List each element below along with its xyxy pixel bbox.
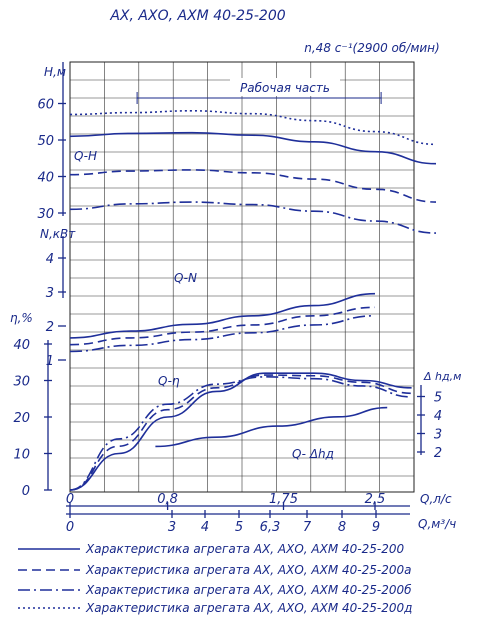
n-tick-label: 2 xyxy=(46,320,54,335)
q-m3h-tick-label: 7 xyxy=(303,520,312,535)
dh-tick-label: 2 xyxy=(434,446,442,461)
legend-label: Характеристика агрегата АХ, АХО, АХМ 40-… xyxy=(85,563,411,577)
q-m3h-tick-label: 3 xyxy=(168,520,176,535)
qeta-curve-dashdot xyxy=(69,376,412,491)
legend-label: Характеристика агрегата АХ, АХО, АХМ 40-… xyxy=(85,583,412,597)
q-m3h-tick-label: 4 xyxy=(201,520,209,535)
h-tick-label: 50 xyxy=(37,134,54,149)
h-axis-label: H,м xyxy=(44,65,66,79)
working-part-label: Рабочая часть xyxy=(240,81,330,95)
legend-label: Характеристика агрегата АХ, АХО, АХМ 40-… xyxy=(85,542,404,556)
chart-subtitle: n,48 c⁻¹(2900 об/мин) xyxy=(304,41,439,55)
qh-curve-solid xyxy=(69,131,437,165)
qh-curve-dotted xyxy=(69,109,437,146)
plot-frame xyxy=(69,61,415,493)
qn-curve-dashed xyxy=(69,306,376,346)
dh-axis-label: Δ hд,м xyxy=(423,370,461,383)
qeta-curve-solid xyxy=(69,372,412,491)
curve-label: Q- Δhд xyxy=(292,447,334,461)
eta-tick-label: 0 xyxy=(22,484,30,499)
q-m3h-axis-label: Q,м³/ч xyxy=(418,517,456,531)
q-ls-tick-label: 0 xyxy=(66,492,74,507)
legend-label: Характеристика агрегата АХ, АХО, АХМ 40-… xyxy=(85,601,412,615)
curve-label: Q-H xyxy=(74,149,97,163)
n-axis-label: N,кВт xyxy=(40,227,76,241)
h-tick-label: 60 xyxy=(37,98,54,113)
h-tick-label: 30 xyxy=(37,207,54,222)
q-ls-tick-label: 0,8 xyxy=(157,492,178,507)
q-m3h-tick-label: 0 xyxy=(66,520,74,535)
qn-curve-dashdot xyxy=(69,315,376,353)
q-m3h-tick-label: 5 xyxy=(235,520,243,535)
eta-tick-label: 20 xyxy=(13,411,30,426)
eta-tick-label: 30 xyxy=(13,375,30,390)
qn-curve-solid xyxy=(69,292,376,339)
chart-grid xyxy=(69,61,415,493)
h-tick-label: 40 xyxy=(37,171,54,186)
eta-tick-label: 40 xyxy=(13,338,30,353)
qh-curve-dashed xyxy=(69,169,437,203)
q-m3h-tick-label: 6,3 xyxy=(260,520,281,535)
n-tick-label: 3 xyxy=(46,286,54,301)
eta-axis-label: η,% xyxy=(10,311,33,325)
working-part-label-bg xyxy=(230,78,340,96)
chart-axes xyxy=(44,62,425,518)
curve-label: Q-N xyxy=(174,271,197,285)
qh-curve-dashdot xyxy=(69,201,437,234)
qeta-curve-dashed xyxy=(69,374,412,491)
chart-legend: Характеристика агрегата АХ, АХО, АХМ 40-… xyxy=(18,542,412,615)
chart-labels: АХ, АХО, АХМ 40-25-200 n,48 c⁻¹(2900 об/м… xyxy=(10,8,461,535)
q-m3h-tick-label: 9 xyxy=(372,520,380,535)
chart-title: АХ, АХО, АХМ 40-25-200 xyxy=(109,8,285,24)
n-tick-label: 1 xyxy=(46,354,54,369)
q-ls-axis-label: Q,л/с xyxy=(420,492,452,506)
n-tick-label: 4 xyxy=(46,252,54,267)
dh-tick-label: 5 xyxy=(434,391,442,406)
dh-tick-label: 4 xyxy=(434,409,442,424)
chart-curves xyxy=(69,109,437,491)
curve-label: Q-η xyxy=(158,374,180,388)
q-m3h-tick-label: 8 xyxy=(338,520,346,535)
qdh-curve-solid xyxy=(155,406,388,448)
eta-tick-label: 10 xyxy=(13,448,30,463)
q-ls-tick-label: 2,5 xyxy=(365,492,386,507)
q-ls-tick-label: 1,75 xyxy=(269,492,298,507)
dh-tick-label: 3 xyxy=(434,428,442,443)
